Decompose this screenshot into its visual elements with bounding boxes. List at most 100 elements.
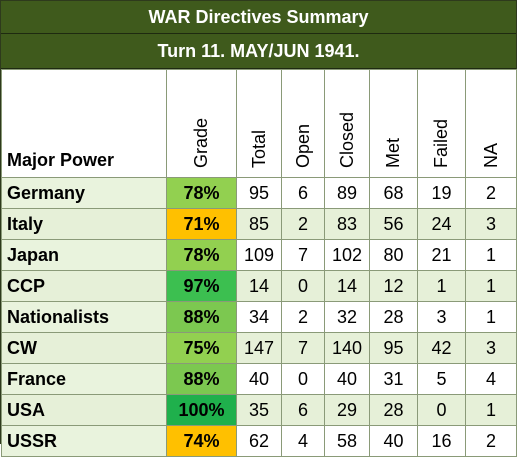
cell-major-power: Italy [1,208,167,240]
header-met: Met [369,69,418,178]
cell-na: 3 [465,208,517,240]
cell-na: 2 [465,425,517,457]
cell-failed: 24 [417,208,466,240]
cell-closed: 40 [324,363,370,395]
cell-open: 0 [281,363,325,395]
cell-na: 4 [465,363,517,395]
table-row: Italy 71% 85 2 83 56 24 3 [1,208,517,240]
cell-met: 28 [369,394,418,426]
cell-met: 95 [369,332,418,364]
cell-total: 14 [236,270,282,302]
table-row: USA 100% 35 6 29 28 0 1 [1,394,517,426]
cell-open: 7 [281,332,325,364]
cell-total: 34 [236,301,282,333]
cell-open: 7 [281,239,325,271]
cell-closed: 29 [324,394,370,426]
cell-grade: 78% [166,177,237,209]
cell-open: 6 [281,177,325,209]
header-grade-label: Grade [191,117,211,168]
header-failed-label: Failed [431,118,451,168]
header-total-label: Total [248,129,269,168]
cell-met: 80 [369,239,418,271]
cell-na: 1 [465,270,517,302]
cell-closed: 89 [324,177,370,209]
cell-closed: 140 [324,332,370,364]
cell-major-power: Nationalists [1,301,167,333]
cell-failed: 0 [417,394,466,426]
cell-na: 3 [465,332,517,364]
cell-total: 85 [236,208,282,240]
cell-total: 95 [236,177,282,209]
cell-open: 6 [281,394,325,426]
sheet-subtitle: Turn 11. MAY/JUN 1941. [1,34,516,69]
directives-table: Major Power Grade Total Open Closed Met … [1,69,517,457]
header-closed: Closed [324,69,370,178]
table-row: France 88% 40 0 40 31 5 4 [1,363,517,395]
cell-failed: 19 [417,177,466,209]
cell-failed: 21 [417,239,466,271]
header-failed: Failed [417,69,466,178]
cell-total: 40 [236,363,282,395]
cell-closed: 83 [324,208,370,240]
cell-na: 1 [465,239,517,271]
cell-met: 40 [369,425,418,457]
cell-na: 2 [465,177,517,209]
cell-open: 2 [281,301,325,333]
cell-failed: 42 [417,332,466,364]
table-row: USSR 74% 62 4 58 40 16 2 [1,425,517,457]
cell-grade: 88% [166,363,237,395]
cell-total: 35 [236,394,282,426]
header-total: Total [236,69,282,178]
cell-major-power: France [1,363,167,395]
header-closed-label: Closed [336,111,357,168]
cell-total: 147 [236,332,282,364]
cell-grade: 71% [166,208,237,240]
cell-grade: 100% [166,394,237,426]
cell-closed: 102 [324,239,370,271]
cell-closed: 58 [324,425,370,457]
cell-open: 4 [281,425,325,457]
cell-total: 109 [236,239,282,271]
header-na-label: NA [480,142,501,168]
cell-open: 2 [281,208,325,240]
cell-major-power: Germany [1,177,167,209]
header-open: Open [281,69,325,178]
cell-met: 56 [369,208,418,240]
cell-failed: 5 [417,363,466,395]
table-row: CCP 97% 14 0 14 12 1 1 [1,270,517,302]
header-row: Major Power Grade Total Open Closed Met … [1,69,517,178]
cell-closed: 14 [324,270,370,302]
cell-failed: 3 [417,301,466,333]
cell-met: 28 [369,301,418,333]
cell-grade: 97% [166,270,237,302]
cell-na: 1 [465,301,517,333]
table-row: Germany 78% 95 6 89 68 19 2 [1,177,517,209]
cell-met: 12 [369,270,418,302]
cell-closed: 32 [324,301,370,333]
cell-major-power: CW [1,332,167,364]
cell-failed: 16 [417,425,466,457]
table-row: CW 75% 147 7 140 95 42 3 [1,332,517,364]
cell-open: 0 [281,270,325,302]
header-open-label: Open [292,123,313,168]
table-row: Japan 78% 109 7 102 80 21 1 [1,239,517,271]
cell-major-power: CCP [1,270,167,302]
cell-grade: 74% [166,425,237,457]
cell-major-power: USSR [1,425,167,457]
table-row: Nationalists 88% 34 2 32 28 3 1 [1,301,517,333]
header-major-power: Major Power [1,69,167,178]
cell-grade: 75% [166,332,237,364]
header-met-label: Met [383,137,403,168]
header-grade: Grade [166,69,237,178]
sheet-title: WAR Directives Summary [1,1,516,34]
table-body: Germany 78% 95 6 89 68 19 2 Italy 71% 85 2 83 56 24 3 Ja… [1,177,517,457]
cell-major-power: USA [1,394,167,426]
cell-grade: 88% [166,301,237,333]
cell-met: 31 [369,363,418,395]
cell-grade: 78% [166,239,237,271]
cell-failed: 1 [417,270,466,302]
cell-met: 68 [369,177,418,209]
cell-total: 62 [236,425,282,457]
cell-na: 1 [465,394,517,426]
